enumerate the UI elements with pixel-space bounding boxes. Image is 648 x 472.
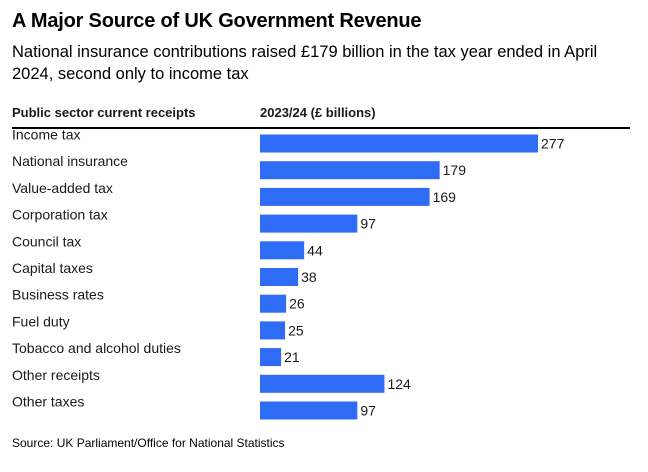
bar xyxy=(260,294,287,313)
bar-value-label: 97 xyxy=(360,216,376,232)
bar-value-label: 26 xyxy=(289,296,305,312)
bar-value-label: 179 xyxy=(443,162,467,178)
bar-value-label: 25 xyxy=(288,322,304,338)
category-label: Capital taxes xyxy=(12,260,93,276)
bar-value-label: 97 xyxy=(360,403,376,419)
value-column-header: 2023/24 (£ billions) xyxy=(260,105,376,120)
bar-value-label: 169 xyxy=(433,189,457,205)
bar-value-label: 21 xyxy=(284,349,300,365)
bar xyxy=(260,321,286,340)
chart-title: A Major Source of UK Government Revenue xyxy=(12,10,422,32)
category-label: National insurance xyxy=(12,153,128,169)
bar-value-label: 38 xyxy=(301,269,317,285)
bar xyxy=(260,134,538,153)
bar xyxy=(260,241,305,260)
category-label: Income tax xyxy=(12,128,80,143)
source-note: Source: UK Parliament/Office for Nationa… xyxy=(12,436,285,450)
bar-chart: Income tax 277 National insurance 179 Value-… xyxy=(12,128,565,420)
bar-value-label: 44 xyxy=(307,242,323,258)
category-label: Value-added tax xyxy=(12,180,113,196)
category-label: Other receipts xyxy=(12,367,100,383)
bar xyxy=(260,401,358,420)
bar-value-label: 277 xyxy=(541,136,565,152)
bar xyxy=(260,268,299,286)
category-label: Tobacco and alcohol duties xyxy=(12,340,181,356)
category-label: Corporation tax xyxy=(12,207,108,223)
category-label: Other taxes xyxy=(12,394,84,410)
category-label: Fuel duty xyxy=(12,313,70,329)
bar xyxy=(260,348,282,367)
bar xyxy=(260,161,440,180)
category-column-header: Public sector current receipts xyxy=(12,105,196,120)
bar xyxy=(260,374,385,393)
header-divider xyxy=(12,127,630,129)
bar xyxy=(260,214,358,233)
category-label: Business rates xyxy=(12,287,104,303)
bar xyxy=(260,187,430,206)
category-label: Council tax xyxy=(12,233,81,249)
chart-subtitle: National insurance contributions raised … xyxy=(12,43,598,83)
bar-value-label: 124 xyxy=(387,376,411,392)
